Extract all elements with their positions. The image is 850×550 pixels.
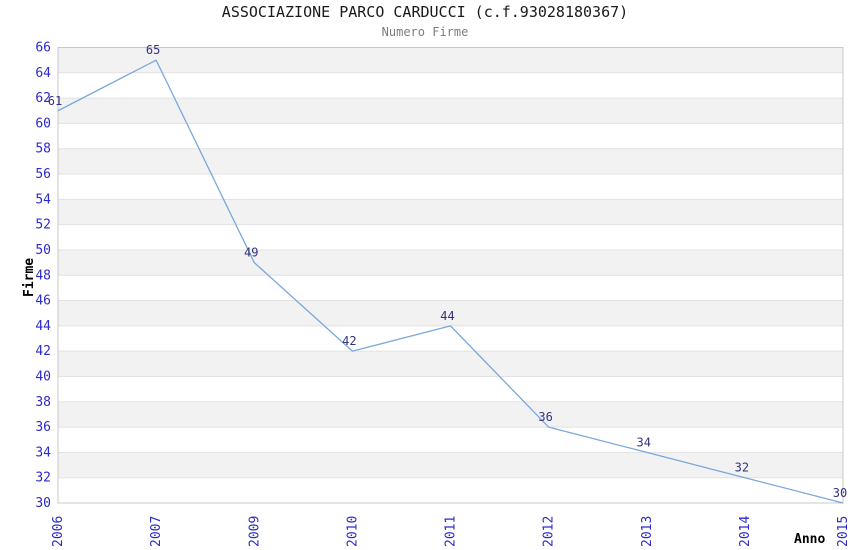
- y-tick-label: 36: [35, 420, 51, 435]
- grid-band: [58, 98, 843, 124]
- y-tick-label: 64: [35, 66, 51, 81]
- y-axis-title: Firme: [22, 258, 37, 297]
- y-tick-label: 48: [35, 268, 51, 283]
- y-tick-label: 46: [35, 294, 51, 309]
- x-tick-label: 2011: [444, 516, 459, 547]
- grid-band: [58, 300, 843, 326]
- grid-band: [58, 148, 843, 175]
- data-point-label: 61: [48, 94, 62, 108]
- data-point-label: 36: [538, 410, 552, 424]
- x-tick-label: 2006: [51, 516, 66, 547]
- y-tick-label: 58: [35, 142, 51, 157]
- data-point-label: 34: [637, 435, 651, 449]
- y-tick-label: 44: [35, 319, 51, 334]
- grid-band: [58, 351, 843, 377]
- chart-subtitle: Numero Firme: [381, 25, 469, 39]
- plot-border: [57, 47, 844, 504]
- y-tick-label: 38: [35, 395, 51, 410]
- y-tick-label: 62: [35, 91, 51, 106]
- y-tick-label: 34: [35, 445, 51, 460]
- y-tick-label: 60: [35, 116, 51, 131]
- y-tick-label: 50: [35, 243, 51, 258]
- grid-band: [58, 249, 843, 276]
- x-tick-label: 2013: [640, 516, 655, 547]
- x-tick-label: 2014: [738, 516, 753, 547]
- y-tick-label: 52: [35, 218, 51, 233]
- data-point-label: 65: [146, 43, 160, 57]
- data-point-label: 49: [244, 246, 258, 260]
- grid-band: [58, 47, 843, 73]
- y-tick-label: 66: [35, 41, 51, 56]
- x-tick-label: 2010: [345, 516, 360, 547]
- grid-band: [58, 452, 843, 478]
- y-tick-label: 32: [35, 471, 51, 486]
- chart-title: ASSOCIAZIONE PARCO CARDUCCI (c.f.9302818…: [221, 3, 629, 21]
- y-tick-label: 56: [35, 167, 51, 182]
- y-tick-label: 42: [35, 344, 51, 359]
- y-tick-label: 54: [35, 192, 51, 207]
- series-line: [57, 59, 844, 504]
- y-tick-label: 40: [35, 369, 51, 384]
- data-point-label: 44: [440, 309, 454, 323]
- data-point-label: 42: [342, 334, 356, 348]
- x-tick-label: 2015: [836, 516, 850, 547]
- grid-band: [58, 401, 843, 428]
- x-tick-label: 2012: [542, 516, 557, 547]
- data-point-label: 32: [735, 461, 749, 475]
- x-axis-title: Anno: [794, 532, 825, 547]
- data-point-label: 30: [833, 486, 847, 500]
- grid-band: [58, 199, 843, 225]
- x-tick-label: 2007: [149, 516, 164, 547]
- x-tick-label: 2009: [247, 516, 262, 547]
- y-tick-label: 30: [35, 496, 51, 511]
